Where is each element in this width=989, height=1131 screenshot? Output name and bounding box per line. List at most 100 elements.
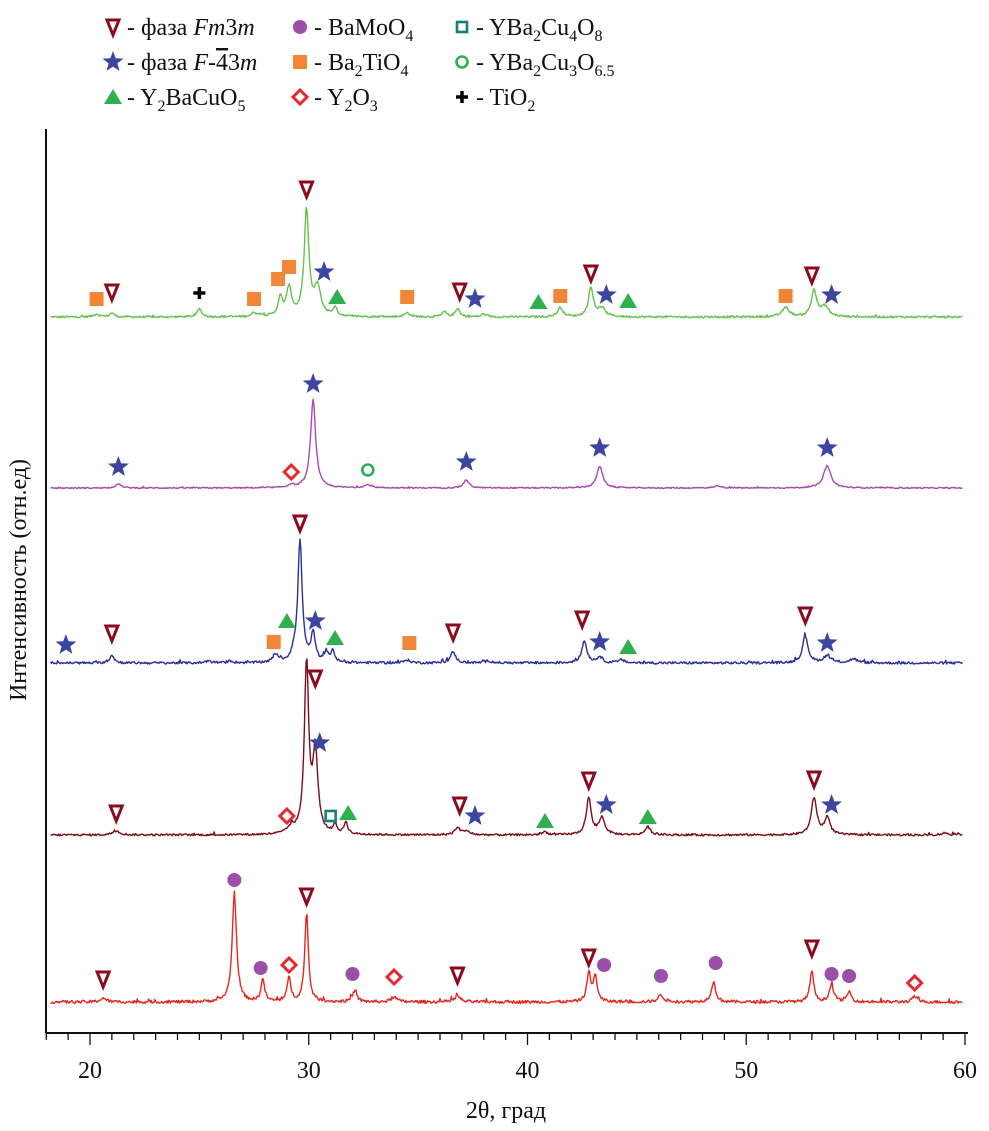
star-phase-marker (55, 634, 77, 654)
legend-label: - фаза Fm3m (127, 15, 255, 41)
star-phase-marker (595, 284, 617, 304)
circle-legend-icon (293, 20, 307, 34)
legend-label: - Y2O3 (314, 85, 378, 115)
square-phase-marker (282, 260, 297, 274)
legend-item: - фаза F-43m (102, 50, 257, 76)
square-phase-marker (553, 289, 568, 303)
trace-5 (50, 890, 963, 1005)
traces (49, 206, 963, 1005)
star-phase-marker (595, 794, 617, 814)
circle-phase-marker (708, 956, 723, 970)
x-tick-label: 30 (297, 1058, 321, 1084)
square-phase-marker (778, 289, 793, 303)
markers-trace-4 (108, 669, 842, 828)
tri-up-phase-marker (536, 813, 554, 828)
legend-item: - Ba2TiO4 (293, 50, 408, 80)
circle-phase-marker (345, 967, 360, 981)
y-axis-title: Интенсивность (отн.ед) (6, 459, 32, 701)
star-phase-marker (821, 284, 842, 304)
square-phase-marker (247, 292, 262, 306)
tri-down-open-phase-marker (444, 623, 462, 645)
star-phase-marker (816, 632, 838, 652)
trace-3 (49, 538, 963, 665)
trace-4 (50, 658, 963, 837)
axes: 20 30 40 50 60 (45, 129, 977, 1084)
tri-down-open-phase-marker (298, 180, 315, 202)
markers-trace-3 (55, 514, 838, 654)
tri-up-phase-marker (638, 809, 657, 824)
legend-label: - TiO2 (476, 85, 535, 115)
star-phase-marker (455, 451, 477, 471)
square-phase-marker (400, 290, 415, 304)
phase-markers (55, 180, 924, 993)
tri-down-open-phase-marker (103, 624, 121, 646)
tri-down-open-phase-marker (451, 796, 468, 818)
markers-trace-2 (108, 373, 838, 482)
square-open-legend-icon (455, 20, 469, 34)
square-phase-marker (271, 272, 286, 286)
tri-down-open-phase-marker (291, 514, 309, 536)
x-tick-labels: 20 30 40 50 60 (78, 1058, 977, 1084)
star-legend-icon (102, 51, 124, 71)
square-phase-marker (402, 636, 417, 650)
tri-down-open-phase-marker (307, 669, 324, 691)
diamond-open-legend-icon (290, 87, 310, 107)
tri-down-open-phase-marker (805, 770, 823, 792)
legend: - фаза Fm3m - фаза F-43m - Y2BaCuO5 - BaMoO… (102, 15, 614, 115)
markers-trace-1 (89, 180, 842, 309)
x-tick-label: 40 (516, 1058, 540, 1084)
circle-phase-marker (227, 873, 242, 887)
square-phase-marker (89, 292, 104, 306)
star-phase-marker (108, 456, 129, 476)
legend-label: - YBa2Cu4O8 (476, 15, 602, 45)
markers-trace-5 (94, 873, 924, 993)
circle-phase-marker (253, 961, 268, 975)
star-phase-marker (464, 805, 486, 825)
plus-phase-marker (193, 287, 206, 299)
legend-label: - BaMoO4 (314, 15, 413, 45)
diamond-open-phase-marker (905, 973, 924, 993)
diamond-open-phase-marker (277, 806, 296, 826)
x-tick-label: 60 (953, 1058, 977, 1084)
tri-down-open-phase-marker (298, 887, 315, 909)
tri-up-phase-marker (619, 639, 638, 654)
legend-item: - TiO2 (456, 85, 535, 115)
circle-phase-marker (653, 969, 668, 983)
tri-down-open-legend-icon (104, 18, 122, 40)
tri-down-open-phase-marker (108, 804, 125, 826)
diamond-open-phase-marker (279, 955, 299, 975)
legend-label: - Ba2TiO4 (314, 50, 408, 80)
legend-item: - BaMoO4 (293, 15, 413, 45)
circle-open-legend-icon (455, 55, 469, 69)
legend-item: - Y2O3 (290, 85, 378, 115)
diamond-open-phase-marker (282, 462, 301, 482)
legend-label: - YBa2Cu3O6.5 (476, 50, 614, 80)
x-axis-title: 2θ, град (466, 1098, 546, 1124)
tri-up-legend-icon (104, 89, 122, 104)
tri-down-open-phase-marker (797, 606, 814, 628)
x-tick-label: 50 (734, 1058, 758, 1084)
tri-down-open-phase-marker (451, 282, 468, 304)
circle-open-phase-marker (361, 463, 375, 477)
star-phase-marker (464, 288, 486, 308)
tri-up-phase-marker (529, 294, 548, 309)
tri-down-open-phase-marker (803, 266, 821, 288)
tri-up-phase-marker (328, 289, 347, 304)
plus-legend-icon (456, 91, 468, 103)
square-legend-icon (293, 55, 307, 69)
circle-phase-marker (824, 967, 839, 981)
tri-up-phase-marker (277, 613, 296, 628)
tri-down-open-phase-marker (94, 970, 112, 992)
legend-item: - фаза Fm3m (104, 15, 255, 41)
star-phase-marker (302, 373, 324, 393)
tri-down-open-phase-marker (103, 283, 121, 305)
star-phase-marker (821, 794, 842, 814)
diamond-open-phase-marker (384, 967, 404, 987)
star-phase-marker (816, 437, 838, 457)
tri-up-phase-marker (619, 293, 638, 308)
legend-label: - Y2BaCuO5 (127, 85, 245, 115)
circle-phase-marker (842, 969, 857, 983)
legend-label: - фаза F-43m (127, 50, 257, 76)
trace-1 (50, 206, 963, 319)
